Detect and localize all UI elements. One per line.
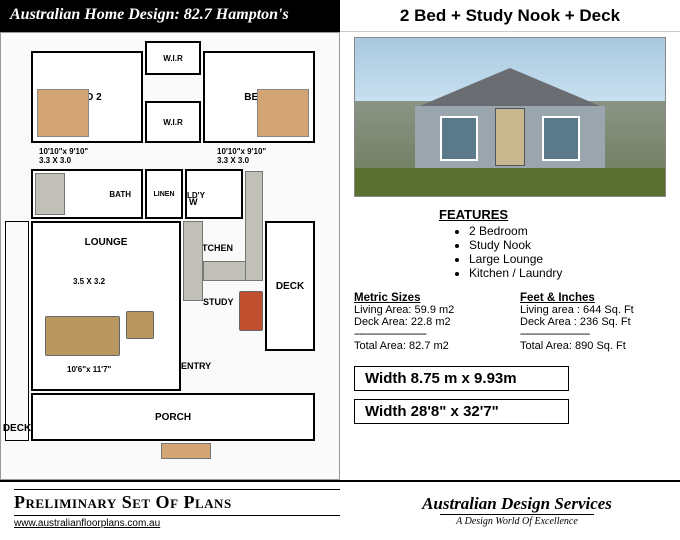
dash: --------------------------- bbox=[354, 328, 500, 340]
counter-left bbox=[183, 221, 203, 301]
study-label: STUDY bbox=[203, 297, 234, 307]
furniture-chair bbox=[126, 311, 154, 339]
title-left: Australian Home Design: 82.7 Hampton's bbox=[0, 0, 340, 32]
entry-label: ENTRY bbox=[181, 361, 211, 371]
footer: Preliminary Set Of Plans www.australianf… bbox=[0, 480, 680, 540]
title-right: 2 Bed + Study Nook + Deck bbox=[340, 0, 680, 32]
sizes-block: Metric Sizes Living Area: 59.9 m2 Deck A… bbox=[354, 292, 666, 352]
width-metric: Width 8.75 m x 9.93m bbox=[354, 366, 569, 391]
house-rendering bbox=[354, 37, 666, 197]
footer-left: Preliminary Set Of Plans www.australianf… bbox=[0, 482, 354, 540]
prelim-title: Preliminary Set Of Plans bbox=[14, 492, 340, 513]
imperial-title: Feet & Inches bbox=[520, 292, 666, 304]
metric-total: Total Area: 82.7 m2 bbox=[354, 340, 500, 352]
info-panel: FEATURES 2 Bedroom Study Nook Large Loun… bbox=[340, 32, 680, 480]
porch-steps bbox=[161, 443, 211, 459]
imperial-total: Total Area: 890 Sq. Ft bbox=[520, 340, 666, 352]
room-linen: LINEN bbox=[145, 169, 183, 219]
feature-item: 2 Bedroom bbox=[469, 224, 666, 238]
metric-title: Metric Sizes bbox=[354, 292, 500, 304]
imperial-col: Feet & Inches Living area : 644 Sq. Ft D… bbox=[520, 292, 666, 352]
room-deck-right: DECK bbox=[265, 221, 315, 351]
room-deck-left: DECK bbox=[5, 221, 29, 441]
lounge-dim1: 3.5 X 3.2 bbox=[73, 277, 105, 286]
furniture-sofa bbox=[45, 316, 120, 356]
website-url: www.australianfloorplans.com.au bbox=[14, 518, 340, 529]
feature-item: Large Lounge bbox=[469, 252, 666, 266]
imperial-deck: Deck Area : 236 Sq. Ft bbox=[520, 316, 666, 328]
width-imperial: Width 28'8" x 32'7" bbox=[354, 399, 569, 424]
footer-right: Australian Design Services A Design Worl… bbox=[354, 482, 680, 540]
feature-item: Kitchen / Laundry bbox=[469, 266, 666, 280]
metric-living: Living Area: 59.9 m2 bbox=[354, 304, 500, 316]
washer-label: W bbox=[189, 197, 198, 207]
room-wir-mid: W.I.R bbox=[145, 101, 201, 143]
fixture-toilet bbox=[35, 173, 65, 215]
bed2-dim: 10'10"x 9'10" 3.3 X 3.0 bbox=[39, 147, 88, 165]
room-wir-top: W.I.R bbox=[145, 41, 201, 75]
features-list: 2 Bedroom Study Nook Large Lounge Kitche… bbox=[469, 224, 666, 280]
counter-right bbox=[245, 171, 263, 281]
features-title: FEATURES bbox=[439, 207, 666, 222]
furniture-study-desk bbox=[239, 291, 263, 331]
feature-item: Study Nook bbox=[469, 238, 666, 252]
header: Australian Home Design: 82.7 Hampton's 2… bbox=[0, 0, 680, 32]
lounge-dim2: 10'6"x 11'7" bbox=[67, 365, 111, 374]
room-laundry: LD'Y bbox=[185, 169, 243, 219]
metric-col: Metric Sizes Living Area: 59.9 m2 Deck A… bbox=[354, 292, 500, 352]
counter-cooktop bbox=[203, 261, 249, 281]
features-block: FEATURES 2 Bedroom Study Nook Large Loun… bbox=[439, 207, 666, 280]
imperial-living: Living area : 644 Sq. Ft bbox=[520, 304, 666, 316]
company-logo: Australian Design Services bbox=[422, 494, 612, 514]
dash: -------------------------- bbox=[520, 328, 666, 340]
room-porch: PORCH bbox=[31, 393, 315, 441]
floor-plan: BED 2 10'10"x 9'10" 3.3 X 3.0 W.I.R W.I.… bbox=[0, 32, 340, 480]
room-bed1: BED 1 bbox=[203, 51, 315, 143]
bed1-dim: 10'10"x 9'10" 3.3 X 3.0 bbox=[217, 147, 266, 165]
room-bed2: BED 2 bbox=[31, 51, 143, 143]
metric-deck: Deck Area: 22.8 m2 bbox=[354, 316, 500, 328]
company-tagline: A Design World Of Excellence bbox=[440, 514, 594, 528]
